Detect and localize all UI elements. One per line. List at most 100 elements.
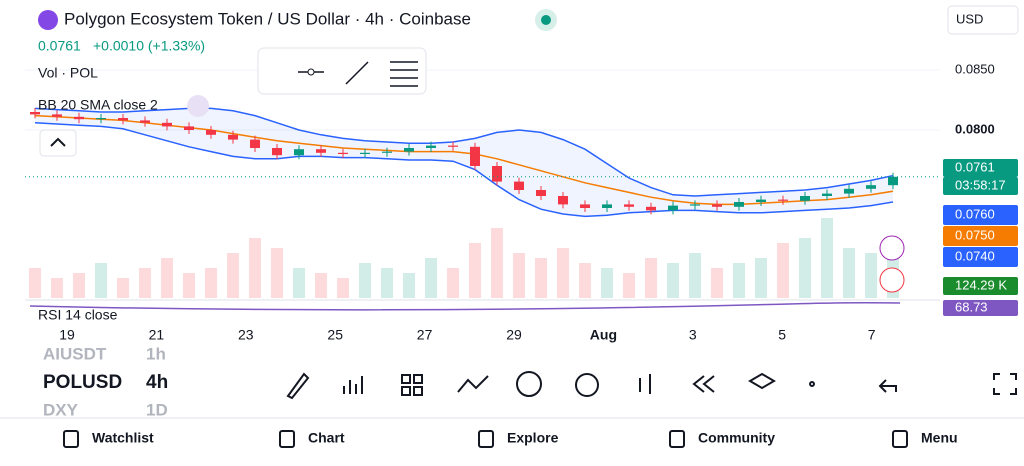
price-badge	[943, 300, 1018, 316]
event-icon[interactable]	[879, 235, 905, 261]
currency-select[interactable]	[947, 5, 1019, 35]
volume-bar	[579, 263, 591, 298]
icon-layers[interactable]	[748, 372, 776, 390]
volume-bar	[403, 273, 415, 298]
icon-draw[interactable]	[286, 372, 310, 400]
volume-bar	[205, 268, 217, 298]
price-badge	[943, 247, 1018, 267]
icon-alert[interactable]	[575, 373, 599, 397]
x-tick-label: 23	[238, 327, 254, 343]
icon-indicators[interactable]	[343, 376, 363, 394]
icon-add[interactable]	[516, 371, 542, 397]
candle-body	[404, 148, 414, 152]
candle-body	[52, 114, 62, 117]
volume-bar	[601, 268, 613, 298]
candle-body	[492, 166, 502, 182]
volume-bar	[821, 218, 833, 298]
volume-bar	[183, 273, 195, 298]
icon-candles[interactable]	[639, 374, 651, 394]
tool-fib[interactable]	[390, 61, 418, 87]
candle-body	[558, 196, 568, 205]
candle-body	[162, 122, 172, 127]
icon-layout[interactable]	[401, 374, 423, 396]
nav-item[interactable]: Menu	[921, 430, 958, 446]
volume-bar	[755, 258, 767, 298]
candle-body	[624, 204, 634, 207]
volume-bar	[733, 263, 745, 298]
bb-icon	[187, 95, 209, 117]
price-badge	[943, 277, 1018, 295]
y-tick-label: 0.0850	[955, 61, 995, 76]
volume-bar	[51, 278, 63, 298]
x-tick-label: 29	[506, 327, 522, 343]
x-tick-label: 21	[149, 327, 165, 343]
nav-icon	[892, 430, 908, 448]
icon-replay[interactable]	[692, 375, 715, 393]
volume-bar	[447, 268, 459, 298]
icon-more[interactable]	[809, 381, 815, 387]
nav-icon	[669, 430, 685, 448]
x-tick-label: 25	[327, 327, 343, 343]
candle-body	[30, 112, 40, 115]
symbol[interactable]: AIUSDT	[43, 344, 107, 363]
volume-bar	[271, 248, 283, 298]
volume-legend: Vol · POL	[38, 65, 98, 81]
currency: USD	[956, 11, 983, 26]
candle-body	[822, 193, 832, 196]
symbol[interactable]: POLUSD	[43, 372, 122, 393]
volume-bar	[161, 258, 173, 298]
candle-body	[184, 126, 194, 130]
candle-body	[426, 145, 436, 148]
price-badge-text: 124.29 K	[955, 277, 1007, 292]
nav-item[interactable]: Explore	[507, 430, 559, 446]
drawing-toolbar	[257, 47, 427, 95]
volume-bar	[777, 243, 789, 298]
collapse-button[interactable]	[39, 129, 77, 157]
candle-body	[206, 130, 216, 135]
volume-bar	[337, 278, 349, 298]
price-badge	[943, 159, 1018, 177]
interval: 1h	[146, 344, 166, 363]
candle-body	[118, 118, 128, 121]
nav-item[interactable]: Chart	[308, 430, 345, 446]
candle-body	[646, 206, 656, 211]
volume-bar	[73, 273, 85, 298]
nav-item[interactable]: Watchlist	[92, 430, 154, 446]
tool-dot	[307, 68, 315, 76]
volume-bar	[645, 258, 657, 298]
interval: 1D	[146, 400, 168, 419]
last-price: 0.0761	[38, 38, 81, 54]
x-tick-label: 27	[417, 327, 433, 343]
volume-bar	[293, 268, 305, 298]
volume-bar	[711, 268, 723, 298]
volume-bar	[469, 243, 481, 298]
price-badge	[943, 177, 1018, 195]
symbol[interactable]: DXY	[43, 400, 79, 419]
chevron	[50, 137, 66, 147]
x-tick-label: Aug	[590, 327, 617, 343]
icon-compare[interactable]	[457, 375, 489, 393]
candle-body	[778, 199, 788, 201]
volume-bar	[535, 258, 547, 298]
nav-icon	[279, 430, 295, 448]
candle-body	[514, 181, 524, 190]
volume-bar	[381, 268, 393, 298]
candle-body	[338, 152, 348, 154]
price-badge	[943, 226, 1018, 246]
icon-undo[interactable]	[878, 379, 897, 393]
candle-body	[712, 204, 722, 207]
y-tick-label: 0.0800	[955, 121, 995, 136]
candle-body	[448, 145, 458, 147]
icon-fullscreen[interactable]	[993, 373, 1017, 395]
candle-body	[140, 120, 150, 123]
price-badge-text: 0.0740	[955, 248, 995, 263]
candle-body	[866, 185, 876, 189]
candle-body	[250, 139, 260, 148]
rsi-legend: RSI 14 close	[38, 307, 118, 323]
tool-trend[interactable]	[345, 61, 369, 85]
news-icon[interactable]	[879, 267, 905, 293]
nav-item[interactable]: Community	[698, 430, 775, 446]
price-badge-text: 0.0761	[955, 159, 995, 174]
price-badge-text: 0.0750	[955, 227, 995, 242]
volume-bar	[623, 273, 635, 298]
